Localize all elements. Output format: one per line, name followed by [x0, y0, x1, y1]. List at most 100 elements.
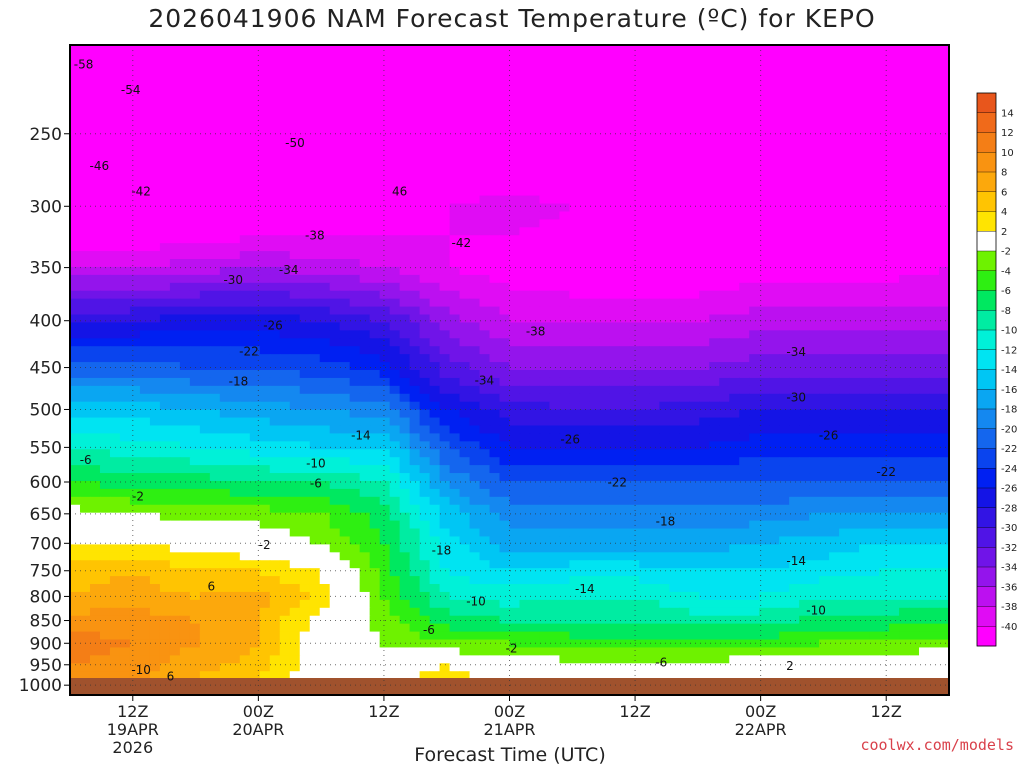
field-cell [389, 377, 401, 387]
field-cell [339, 132, 351, 141]
field-cell [859, 45, 870, 54]
field-cell [779, 346, 790, 355]
field-cell [889, 68, 900, 78]
field-cell [899, 274, 910, 284]
field-cell [589, 282, 600, 292]
field-cell [919, 219, 930, 228]
field-cell [179, 179, 191, 189]
field-cell [139, 282, 151, 292]
field-cell [889, 132, 900, 141]
field-cell [419, 314, 431, 324]
field-cell [579, 377, 591, 387]
field-cell [399, 116, 411, 125]
field-cell [209, 465, 221, 474]
field-cell [459, 219, 471, 228]
field-cell [529, 155, 541, 165]
field-cell [939, 441, 949, 450]
field-cell [649, 362, 660, 371]
field-cell [309, 203, 321, 213]
field-cell [469, 227, 481, 236]
field-cell [509, 132, 521, 141]
field-cell [499, 425, 511, 435]
field-cell [899, 362, 910, 371]
field-cell [519, 68, 531, 78]
field-cell [439, 163, 451, 173]
field-cell [559, 488, 571, 498]
field-cell [269, 203, 281, 213]
field-cell [909, 266, 920, 276]
field-cell [909, 330, 920, 339]
field-cell [799, 116, 810, 125]
field-cell [519, 465, 531, 474]
field-cell [359, 171, 371, 181]
field-cell [389, 108, 401, 117]
field-cell [169, 346, 181, 355]
field-cell [589, 465, 600, 474]
field-cell [259, 488, 271, 498]
field-cell [769, 314, 780, 324]
field-cell [869, 92, 880, 102]
field-cell [939, 124, 949, 133]
field-cell [189, 195, 201, 205]
field-cell [99, 108, 111, 117]
field-cell [899, 140, 910, 149]
field-cell [719, 377, 730, 387]
field-cell [419, 84, 431, 94]
field-cell [829, 132, 840, 141]
field-cell [259, 425, 271, 435]
field-cell [70, 179, 81, 189]
field-cell [809, 155, 820, 165]
field-cell [679, 140, 690, 149]
field-cell [479, 187, 491, 197]
field-cell [139, 290, 151, 300]
field-cell [749, 377, 760, 387]
field-cell [179, 243, 191, 252]
field-cell [239, 282, 251, 292]
field-cell [119, 409, 131, 419]
field-cell [159, 179, 171, 189]
field-cell [569, 68, 581, 78]
field-cell [939, 84, 949, 94]
field-cell [309, 235, 321, 244]
field-cell [479, 370, 491, 379]
field-cell [869, 393, 880, 403]
field-cell [579, 148, 591, 157]
field-cell [849, 314, 860, 324]
field-cell [669, 338, 680, 347]
field-cell [889, 314, 900, 324]
field-cell [869, 274, 880, 284]
field-cell [479, 385, 491, 395]
field-cell [869, 409, 880, 419]
field-cell [259, 314, 271, 324]
field-cell [269, 433, 281, 442]
field-cell [919, 259, 930, 268]
field-cell [149, 377, 161, 387]
field-cell [559, 409, 571, 419]
field-cell [239, 45, 251, 54]
field-cell [179, 306, 191, 316]
field-cell [689, 393, 700, 403]
field-cell [579, 425, 591, 435]
field-cell [659, 100, 670, 110]
field-cell [749, 322, 760, 331]
field-cell [809, 346, 820, 355]
field-cell [479, 124, 491, 133]
field-cell [329, 259, 341, 268]
field-cell [639, 203, 650, 213]
field-cell [829, 330, 840, 339]
field-cell [219, 425, 231, 435]
field-cell [249, 362, 261, 371]
field-cell [929, 433, 940, 442]
field-cell [749, 306, 760, 316]
field-cell [269, 322, 281, 331]
field-cell [439, 441, 451, 450]
field-cell [349, 76, 361, 86]
field-cell [99, 409, 111, 419]
field-cell [629, 171, 640, 181]
field-cell [399, 108, 411, 117]
field-cell [589, 346, 600, 355]
field-cell [509, 259, 521, 268]
field-cell [379, 322, 391, 331]
field-cell [209, 211, 221, 220]
field-cell [909, 290, 920, 300]
